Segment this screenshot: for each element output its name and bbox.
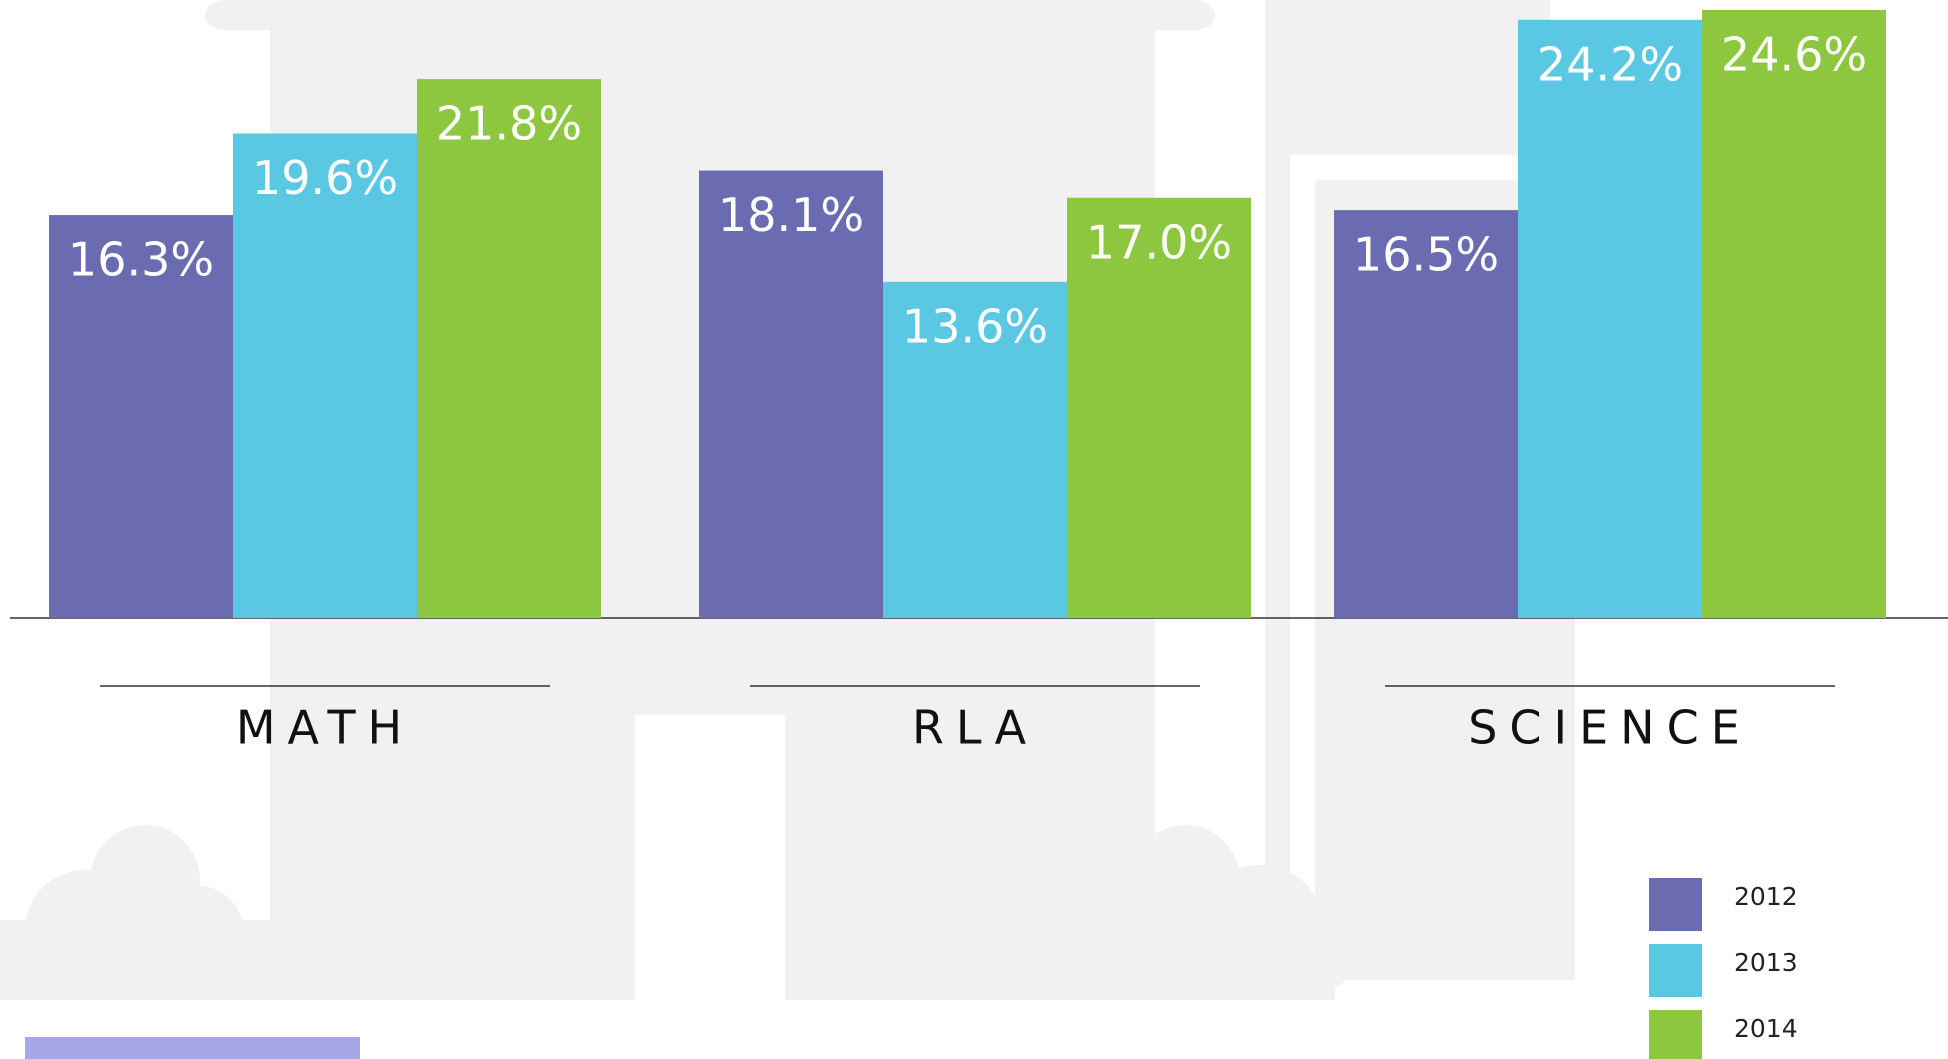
legend-label: 2013	[1734, 948, 1798, 977]
page: {"chart_data": {"type": "bar", "categori…	[0, 0, 1948, 1059]
legend-label: 2012	[1734, 882, 1798, 911]
value-label: 17.0%	[1086, 215, 1232, 269]
x-tick-label: MATH	[236, 701, 414, 755]
value-label: 16.5%	[1353, 228, 1499, 282]
value-label: 16.3%	[68, 233, 214, 287]
bar	[233, 133, 417, 618]
bar	[417, 79, 601, 618]
legend-swatch	[1649, 944, 1702, 997]
legend-swatch	[1649, 878, 1702, 931]
value-label: 13.6%	[902, 299, 1048, 353]
legend-swatch	[1649, 1010, 1702, 1059]
value-label: 18.1%	[718, 188, 864, 242]
value-label: 19.6%	[252, 151, 398, 205]
value-label: 24.2%	[1537, 37, 1683, 91]
value-label: 21.8%	[436, 97, 582, 151]
x-tick-label: SCIENCE	[1468, 701, 1752, 755]
value-label: 24.6%	[1721, 27, 1867, 81]
legend-label: 2014	[1734, 1014, 1798, 1043]
bar	[1518, 20, 1702, 618]
bar	[1702, 10, 1886, 618]
chart: 16.3% 19.6% 21.8% MATH 18.1% 13.6% 17.0% RLA 16.…	[0, 0, 1948, 1059]
x-tick-label: RLA	[912, 701, 1038, 755]
